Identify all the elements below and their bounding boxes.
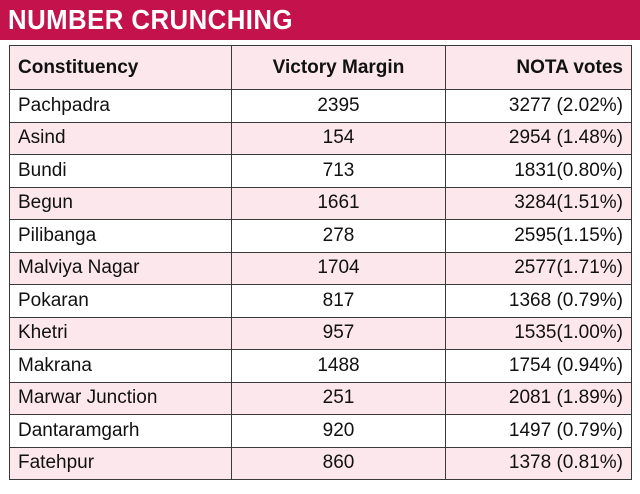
- data-table: Constituency Victory Margin NOTA votes P…: [9, 45, 632, 480]
- victory-margin-cell: 957: [231, 316, 446, 350]
- constituency-cell: Pokaran: [9, 284, 232, 318]
- victory-margin-cell: 251: [231, 381, 446, 415]
- constituency-cell: Fatehpur: [9, 446, 232, 480]
- table-row: Pokaran 817 1368 (0.79%): [9, 284, 632, 318]
- constituency-cell: Pilibanga: [9, 219, 232, 253]
- table-row: Begun 1661 3284(1.51%): [9, 186, 632, 220]
- page-title: NUMBER CRUNCHING: [8, 4, 293, 35]
- victory-margin-cell: 154: [231, 121, 446, 155]
- nota-votes-cell: 1378 (0.81%): [445, 446, 632, 480]
- table-row: Dantaramgarh 920 1497 (0.79%): [9, 414, 632, 448]
- title-bar: NUMBER CRUNCHING: [0, 0, 640, 40]
- victory-margin-cell: 860: [231, 446, 446, 480]
- constituency-cell: Marwar Junction: [9, 381, 232, 415]
- constituency-cell: Makrana: [9, 349, 232, 383]
- victory-margin-cell: 817: [231, 284, 446, 318]
- table-row: Marwar Junction 251 2081 (1.89%): [9, 381, 632, 415]
- nota-votes-cell: 2954 (1.48%): [445, 121, 632, 155]
- constituency-cell: Bundi: [9, 154, 232, 188]
- nota-votes-cell: 1831(0.80%): [445, 154, 632, 188]
- constituency-cell: Begun: [9, 186, 232, 220]
- nota-votes-cell: 1368 (0.79%): [445, 284, 632, 318]
- header-nota-votes: NOTA votes: [445, 45, 632, 90]
- victory-margin-cell: 1661: [231, 186, 446, 220]
- nota-votes-cell: 2595(1.15%): [445, 219, 632, 253]
- victory-margin-cell: 1488: [231, 349, 446, 383]
- table-row: Bundi 713 1831(0.80%): [9, 154, 632, 188]
- victory-margin-cell: 713: [231, 154, 446, 188]
- victory-margin-cell: 2395: [231, 89, 446, 123]
- victory-margin-cell: 278: [231, 219, 446, 253]
- table-row: Malviya Nagar 1704 2577(1.71%): [9, 251, 632, 285]
- nota-votes-cell: 3284(1.51%): [445, 186, 632, 220]
- nota-votes-cell: 3277 (2.02%): [445, 89, 632, 123]
- nota-votes-cell: 1535(1.00%): [445, 316, 632, 350]
- table-header-row: Constituency Victory Margin NOTA votes: [9, 45, 632, 90]
- table-row: Makrana 1488 1754 (0.94%): [9, 349, 632, 383]
- constituency-cell: Pachpadra: [9, 89, 232, 123]
- victory-margin-cell: 1704: [231, 251, 446, 285]
- table-row: Khetri 957 1535(1.00%): [9, 316, 632, 350]
- constituency-cell: Asind: [9, 121, 232, 155]
- nota-votes-cell: 1754 (0.94%): [445, 349, 632, 383]
- table-row: Pilibanga 278 2595(1.15%): [9, 219, 632, 253]
- nota-votes-cell: 2081 (1.89%): [445, 381, 632, 415]
- constituency-cell: Khetri: [9, 316, 232, 350]
- header-constituency: Constituency: [9, 45, 232, 90]
- constituency-cell: Dantaramgarh: [9, 414, 232, 448]
- constituency-cell: Malviya Nagar: [9, 251, 232, 285]
- table-row: Pachpadra 2395 3277 (2.02%): [9, 89, 632, 123]
- table-row: Fatehpur 860 1378 (0.81%): [9, 446, 632, 480]
- header-victory-margin: Victory Margin: [231, 45, 446, 90]
- nota-votes-cell: 1497 (0.79%): [445, 414, 632, 448]
- table-row: Asind 154 2954 (1.48%): [9, 121, 632, 155]
- victory-margin-cell: 920: [231, 414, 446, 448]
- nota-votes-cell: 2577(1.71%): [445, 251, 632, 285]
